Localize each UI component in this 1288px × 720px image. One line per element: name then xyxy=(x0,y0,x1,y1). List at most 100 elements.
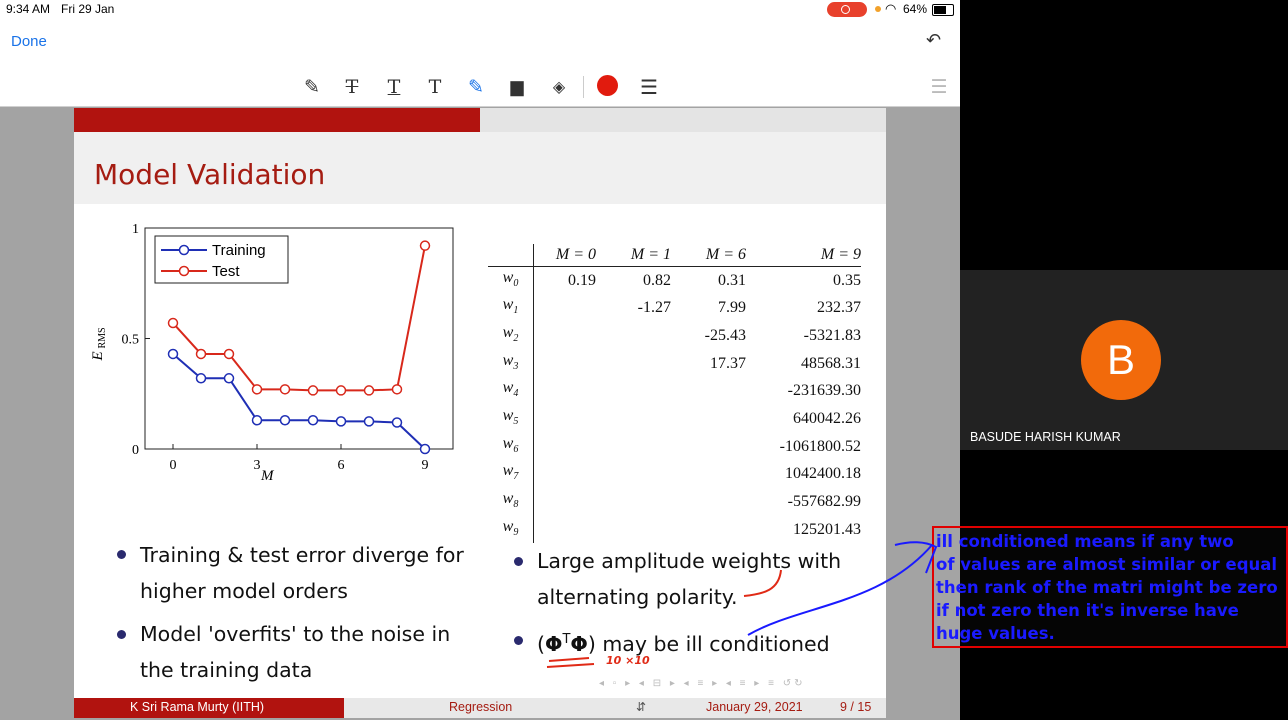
table-cell: 17.37 xyxy=(710,354,746,372)
highlighter-icon[interactable]: ✎ xyxy=(468,76,484,98)
x-tick-label: 0 xyxy=(170,458,177,473)
table-row: w6 -1061800.52 xyxy=(488,432,861,461)
data-point xyxy=(195,373,207,384)
battery-percent: 64% xyxy=(903,2,928,16)
eraser-icon[interactable]: ◈ xyxy=(552,79,566,96)
list-icon[interactable]: ☰ xyxy=(930,76,948,98)
table-cell xyxy=(596,488,671,516)
data-point xyxy=(419,443,431,455)
participant-name: BASUDE HARISH KUMAR xyxy=(970,430,1121,444)
mic-dot-icon xyxy=(875,6,881,12)
data-point xyxy=(335,416,347,427)
y-tick-label: 0.5 xyxy=(122,333,140,348)
strikethrough-text-icon[interactable]: T xyxy=(345,76,359,98)
data-point xyxy=(167,317,179,329)
table-header: M = 0 xyxy=(555,246,596,263)
status-time: 9:34 AM xyxy=(6,2,51,16)
annotation-line: then rank of the matri might be zero xyxy=(936,578,1278,597)
table-row: w0 0.19 0.82 0.31 0.35 xyxy=(488,266,861,295)
bullet-text: Training & test error diverge for higher … xyxy=(140,543,464,603)
legend-label: Test xyxy=(212,263,240,280)
color-swatch-icon[interactable] xyxy=(597,75,618,96)
row-label: w9 xyxy=(488,515,534,544)
y-axis-label-sub: RMS xyxy=(97,327,108,348)
data-point xyxy=(223,348,235,360)
table-cell xyxy=(671,460,746,488)
footer-topic: Regression xyxy=(449,700,513,714)
data-point xyxy=(195,348,207,360)
data-point xyxy=(251,415,263,426)
data-point xyxy=(363,385,375,396)
series-line xyxy=(172,245,426,392)
footer-info-bar: Regression January 29, 2021 9 / 15 xyxy=(344,698,886,718)
legend-marker xyxy=(178,265,190,277)
bullet-text: Large amplitude weights with alternating … xyxy=(537,549,842,609)
slide-title: Model Validation xyxy=(94,158,326,191)
x-axis-label: M xyxy=(260,468,275,484)
y-tick-label: 1 xyxy=(132,222,139,237)
table-cell: 0.19 xyxy=(568,271,596,289)
data-point xyxy=(363,416,375,427)
comment-icon[interactable]: ▆ xyxy=(510,77,524,96)
annotation-arrow xyxy=(747,541,938,636)
table-row: w4 -231639.30 xyxy=(488,377,861,405)
table-cell xyxy=(534,294,597,322)
bullet-icon xyxy=(117,630,126,639)
handwritten-note: 10 ×10 xyxy=(606,654,650,667)
bullet-icon xyxy=(117,550,126,559)
row-label: w5 xyxy=(488,404,534,433)
table-cell xyxy=(596,405,671,433)
footer-author: K Sri Rama Murty (IITH) xyxy=(130,700,265,714)
table-cell xyxy=(596,516,671,544)
y-axis-label: E xyxy=(90,351,106,361)
table-cell xyxy=(534,377,597,405)
table-cell xyxy=(596,322,671,350)
done-button[interactable]: Done xyxy=(11,33,47,50)
footer-page: 9 / 15 xyxy=(840,700,872,714)
row-label: w3 xyxy=(488,349,534,378)
table-cell: 7.99 xyxy=(718,299,746,317)
row-label: w8 xyxy=(488,488,534,516)
table-cell: -557682.99 xyxy=(787,493,861,511)
toolbar-divider xyxy=(583,76,584,98)
table-cell xyxy=(671,488,746,516)
data-point xyxy=(279,384,291,395)
table-cell xyxy=(534,460,597,488)
table-cell: -25.43 xyxy=(704,326,746,344)
text-icon[interactable]: T xyxy=(428,76,442,98)
table-header: M = 1 xyxy=(630,246,671,263)
table-header: M = 9 xyxy=(820,246,861,263)
annotation-line: ill conditioned means if any two xyxy=(936,532,1234,551)
screen-record-indicator[interactable] xyxy=(827,2,867,17)
data-point xyxy=(419,240,431,251)
table-cell: 640042.26 xyxy=(793,410,861,428)
ink-underline xyxy=(546,657,595,668)
data-point xyxy=(167,348,179,360)
presentation-slide: Model Validation 0 0.5 1 0 3 6 9 M E RMS Training T… xyxy=(74,108,886,718)
pen-icon[interactable]: ✎ xyxy=(304,76,320,98)
row-label: w6 xyxy=(488,432,534,461)
line-weight-icon[interactable]: ☰ xyxy=(640,76,658,99)
footer-author-bar: K Sri Rama Murty (IITH) xyxy=(74,698,344,718)
status-bar: 9:34 AM Fri 29 Jan ◠ 64% xyxy=(0,0,960,20)
collapse-handle-icon[interactable]: ⇵ xyxy=(636,700,647,714)
table-cell xyxy=(534,405,597,433)
table-cell xyxy=(671,377,746,405)
status-date: Fri 29 Jan xyxy=(61,2,115,16)
table-cell: -231639.30 xyxy=(787,382,861,400)
annotation-line: of values are almost similar or equal xyxy=(936,555,1278,574)
table-cell xyxy=(596,433,671,461)
legend-label: Training xyxy=(212,242,266,259)
battery-icon xyxy=(932,4,954,16)
slide-progress-remaining xyxy=(480,108,886,132)
table-cell xyxy=(596,460,671,488)
underline-text-icon[interactable]: T xyxy=(387,76,401,98)
beamer-nav-icons[interactable]: ◂ ▫ ▸ ◂ ⊟ ▸ ◂ ≡ ▸ ◂ ≡ ▸ ≡ ↺↻ xyxy=(599,678,806,689)
table-cell: 1042400.18 xyxy=(785,465,861,483)
undo-icon[interactable]: ↶ xyxy=(926,30,942,50)
row-label: w4 xyxy=(488,377,534,405)
table-cell xyxy=(596,350,671,378)
table-cell: 0.31 xyxy=(718,271,746,289)
annotation-box xyxy=(932,526,1288,648)
error-plot: 0 0.5 1 0 3 6 9 M E RMS Training Test xyxy=(90,222,454,484)
